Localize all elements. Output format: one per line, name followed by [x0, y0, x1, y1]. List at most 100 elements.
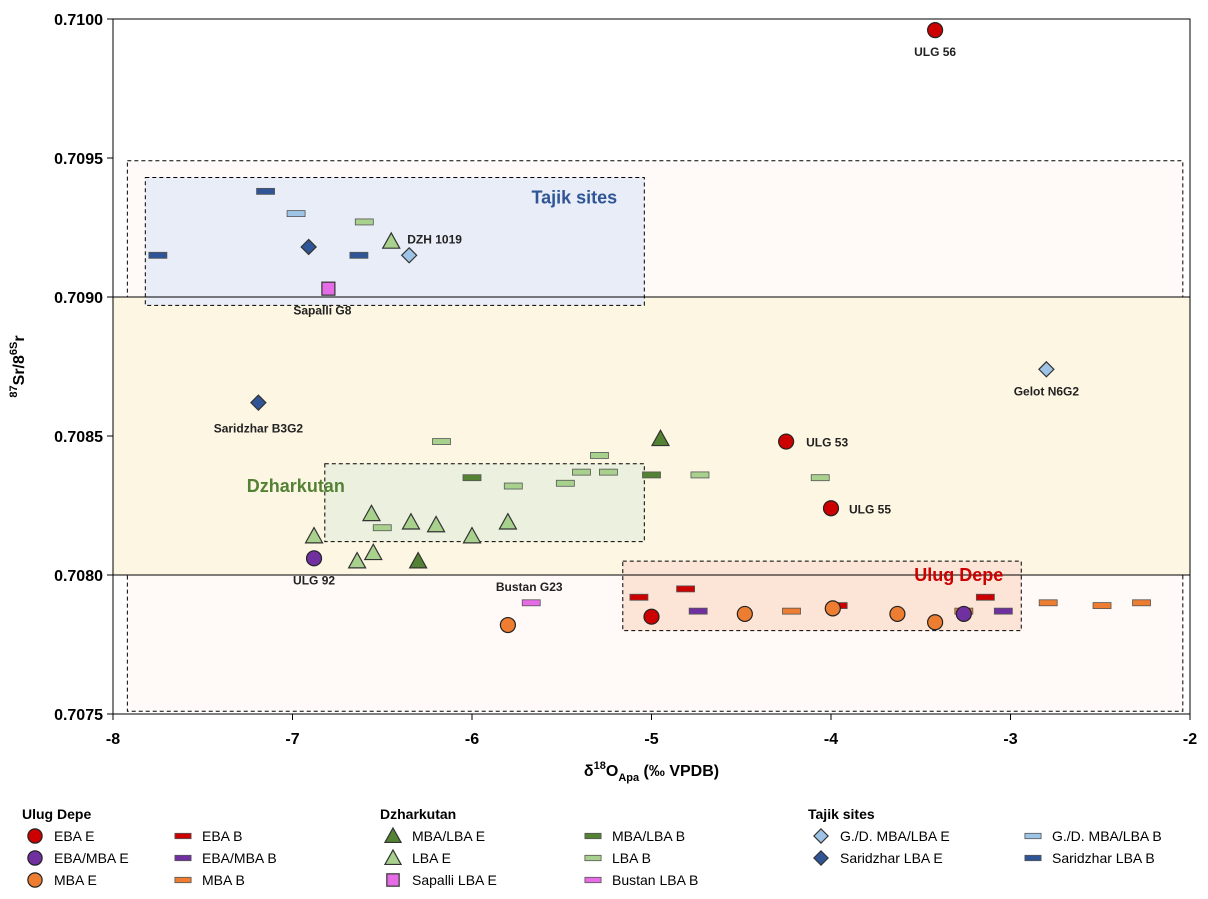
- legend-group-tajik-sites: Tajik sites G./D. MBA/LBA E G./D. MBA/LBA…: [808, 806, 1190, 867]
- point-lba-b: [503, 482, 523, 490]
- legend-title: Dzharkutan: [380, 806, 457, 822]
- point-label: ULG 92: [293, 573, 335, 587]
- legend-item: EBA/MBA E: [22, 848, 170, 867]
- x-axis-title: δ18OApa (‰ VPDB): [584, 760, 719, 784]
- legend-item: MBA/LBA B: [580, 826, 740, 845]
- point-saridzhar-lba-b: [256, 187, 275, 195]
- region-ulug-depe: [622, 560, 1022, 632]
- point-eba-b: [676, 585, 696, 593]
- point-lba-b: [810, 474, 830, 482]
- circle-marker-icon: [27, 828, 43, 844]
- legend-marker: [383, 848, 403, 866]
- bar-marker-icon: [1024, 854, 1042, 862]
- region-layer: [113, 160, 1190, 712]
- legend-marker: [174, 832, 192, 840]
- legend-marker: [27, 850, 43, 866]
- legend-item: EBA/MBA B: [170, 848, 330, 867]
- point-mba-lba-b: [642, 471, 661, 479]
- point-bustan-lba-b: [521, 599, 541, 607]
- point-lba-e: [361, 504, 381, 522]
- point-mba-e: [927, 614, 944, 631]
- region-label: Ulug Depe: [914, 565, 1003, 585]
- region-label: Tajik sites: [531, 187, 617, 207]
- point-mba-e: [889, 605, 906, 623]
- y-tick-label: 0.7075: [54, 707, 103, 724]
- legend-label: G./D. MBA/LBA B: [1052, 827, 1162, 844]
- x-tick-label: -7: [285, 731, 299, 748]
- point-mba-lba-e: [408, 551, 428, 569]
- diamond-marker-icon: [813, 828, 829, 844]
- bar-marker-icon: [584, 832, 602, 840]
- point-sapalli-lba-e: [321, 281, 336, 296]
- legend-marker: [1024, 854, 1042, 862]
- legend-item: EBA E: [22, 826, 170, 845]
- legend-item: EBA B: [170, 826, 330, 845]
- point-mba-lba-b: [462, 474, 482, 482]
- legend-label: Sapalli LBA E: [412, 871, 497, 888]
- point-eba-b: [975, 593, 995, 601]
- region-label: Dzharkutan: [247, 476, 345, 496]
- point-mba-e: [736, 605, 753, 623]
- legend-marker: [27, 872, 43, 888]
- legend-group-ulug-depe: Ulug Depe EBA E EBA B EBA/MBA E EBA/MBA B MB…: [22, 806, 330, 889]
- point-saridzhar-lba-b: [349, 251, 369, 259]
- point-lba-e: [381, 231, 401, 249]
- point-saridzhar-lba-e: [300, 238, 318, 256]
- bar-marker-icon: [584, 854, 602, 862]
- legend-item: MBA B: [170, 870, 330, 889]
- point-mba-e: [499, 616, 516, 634]
- legend-item: MBA/LBA E: [380, 826, 580, 845]
- diamond-marker-icon: [813, 850, 829, 866]
- square-marker-icon: [386, 873, 400, 887]
- bar-marker-icon: [584, 876, 602, 884]
- point-label: DZH 1019: [407, 232, 462, 246]
- triangle-marker-icon: [383, 826, 403, 844]
- legend-label: MBA/LBA E: [412, 827, 486, 844]
- legend-items: EBA E EBA B EBA/MBA E EBA/MBA B MBA E MBA B: [22, 826, 330, 889]
- point-lba-e: [304, 526, 324, 544]
- legend-item: MBA E: [22, 870, 170, 889]
- point-label: Sapalli G8: [293, 304, 351, 318]
- point-lba-e: [401, 512, 421, 530]
- x-tick-label: -6: [465, 731, 479, 748]
- legend-items: MBA/LBA E MBA/LBA B LBA E LBA B Sapalli LBA …: [380, 826, 740, 889]
- legend-item: Saridzhar LBA E: [808, 848, 1020, 867]
- point-label: Saridzhar B3G2: [214, 422, 304, 436]
- region-local-band: [113, 297, 1190, 575]
- point-lba-b: [372, 524, 392, 532]
- point-lba-e: [498, 512, 518, 530]
- circle-marker-icon: [27, 850, 43, 866]
- scatter-chart: -8 -7 -6 -5 -4 -3 -2 0.7075 0.7080 0.7085 0.7090 0.…: [8, 12, 1197, 784]
- bar-marker-icon: [174, 876, 192, 884]
- point-lba-e: [462, 526, 482, 544]
- point-lba-b: [432, 438, 451, 445]
- bar-marker-icon: [174, 854, 192, 862]
- region-dzharkutan: [324, 463, 645, 543]
- point-saridzhar-lba-b: [148, 251, 168, 259]
- point-mba-e: [824, 600, 841, 617]
- legend-label: MBA B: [202, 871, 245, 888]
- x-tick-label: -8: [106, 731, 120, 748]
- point-eba-e: [927, 22, 944, 39]
- legend-label: Saridzhar LBA E: [840, 849, 943, 866]
- point-g-d-mba-lba-e: [1038, 360, 1055, 378]
- legend-marker: [813, 828, 829, 844]
- legend-group-dzharkutan: Dzharkutan MBA/LBA E MBA/LBA B LBA E LBA B S…: [380, 806, 740, 889]
- point-lba-b: [690, 471, 710, 479]
- legend-item: Bustan LBA B: [580, 870, 740, 889]
- y-tick-label: 0.7100: [54, 12, 103, 29]
- point-lba-e: [347, 551, 367, 569]
- point-eba-mba-e: [955, 605, 972, 623]
- point-mba-lba-e: [650, 429, 670, 447]
- bar-marker-icon: [174, 832, 192, 840]
- legend-item: Sapalli LBA E: [380, 870, 580, 889]
- point-eba-b: [629, 593, 649, 601]
- legend-label: Saridzhar LBA B: [1052, 849, 1155, 866]
- y-axis-title: 87Sr/86Sr: [8, 335, 28, 397]
- legend-label: EBA E: [54, 827, 95, 844]
- legend-item: LBA E: [380, 848, 580, 867]
- y-tick-label: 0.7090: [54, 290, 103, 307]
- point-mba-b: [1132, 599, 1151, 607]
- legend-label: EBA B: [202, 827, 243, 844]
- point-mba-b: [782, 607, 801, 615]
